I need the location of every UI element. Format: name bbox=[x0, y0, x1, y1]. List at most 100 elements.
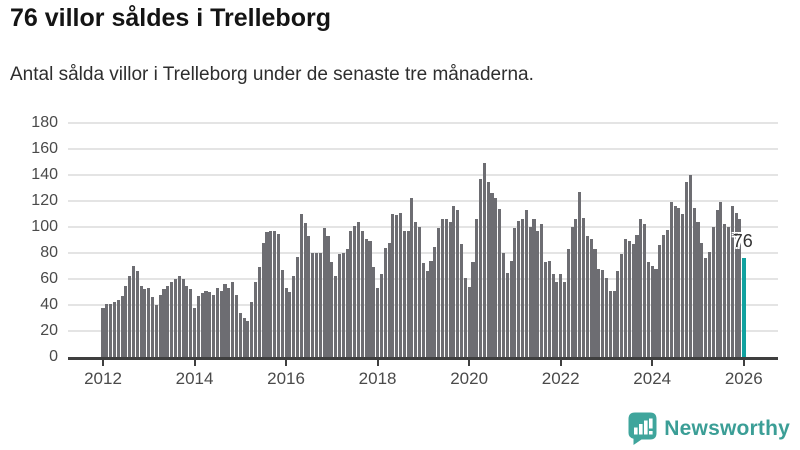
bar bbox=[475, 219, 479, 357]
bar bbox=[612, 290, 616, 357]
bar bbox=[147, 288, 151, 357]
bar bbox=[456, 210, 460, 357]
bar bbox=[238, 312, 242, 357]
x-tick-label: 2014 bbox=[175, 369, 214, 388]
bar bbox=[212, 294, 216, 357]
bar bbox=[665, 229, 670, 357]
bar bbox=[315, 253, 319, 357]
y-tick-label: 160 bbox=[31, 140, 58, 157]
bar bbox=[726, 227, 731, 357]
bar bbox=[402, 230, 406, 357]
gridline bbox=[68, 252, 778, 254]
bar bbox=[330, 262, 334, 357]
bar bbox=[490, 193, 494, 357]
brand-name: Newsworthy bbox=[664, 416, 790, 440]
bar bbox=[360, 230, 364, 357]
bar bbox=[303, 223, 307, 357]
bar bbox=[688, 175, 692, 357]
bar bbox=[597, 268, 601, 357]
x-tick-label: 2026 bbox=[724, 369, 763, 388]
x-axis-tick bbox=[102, 359, 104, 366]
bar bbox=[658, 245, 662, 357]
bar bbox=[543, 262, 547, 357]
x-axis-tick bbox=[651, 359, 654, 366]
bar bbox=[601, 269, 605, 357]
y-tick-label: 120 bbox=[31, 192, 58, 209]
bar bbox=[173, 279, 177, 357]
bar bbox=[356, 221, 361, 357]
bar bbox=[684, 181, 689, 357]
x-tick-label: 2024 bbox=[633, 369, 672, 388]
newsworthy-speech-bubble-bar-chart-icon bbox=[628, 412, 657, 445]
x-axis-tick bbox=[193, 359, 196, 366]
bar bbox=[448, 221, 452, 357]
bar bbox=[677, 207, 681, 357]
bar bbox=[116, 299, 120, 357]
bar bbox=[284, 288, 288, 357]
bar bbox=[135, 271, 139, 357]
bar bbox=[242, 318, 246, 357]
bar bbox=[288, 292, 292, 357]
y-tick-label: 0 bbox=[49, 348, 58, 365]
bar bbox=[669, 202, 673, 357]
highlight-bar bbox=[741, 258, 746, 357]
bar bbox=[345, 249, 349, 357]
y-tick-label: 20 bbox=[40, 322, 58, 339]
bar bbox=[128, 276, 132, 357]
bar bbox=[227, 288, 231, 357]
x-tick-label: 2020 bbox=[450, 369, 489, 388]
bar bbox=[673, 206, 677, 357]
x-axis-line bbox=[68, 357, 778, 360]
bar bbox=[410, 198, 414, 357]
bar bbox=[406, 230, 410, 357]
bar bbox=[395, 215, 399, 357]
bar bbox=[322, 228, 326, 357]
bar bbox=[166, 285, 170, 357]
bar bbox=[616, 271, 620, 357]
y-tick-label: 60 bbox=[40, 270, 58, 287]
bar bbox=[177, 276, 181, 357]
bar bbox=[120, 295, 124, 357]
bar bbox=[532, 219, 536, 357]
bar bbox=[299, 214, 303, 357]
bar bbox=[719, 202, 723, 357]
bar bbox=[200, 293, 204, 357]
bar bbox=[692, 207, 696, 357]
bar bbox=[295, 256, 300, 357]
bar bbox=[292, 276, 296, 357]
bar bbox=[414, 221, 418, 357]
bar bbox=[547, 260, 551, 357]
bar bbox=[681, 214, 685, 357]
gridline bbox=[68, 200, 778, 202]
bar bbox=[379, 273, 383, 357]
y-tick-label: 140 bbox=[31, 166, 58, 183]
bar bbox=[631, 243, 635, 357]
bar bbox=[524, 210, 528, 357]
bar bbox=[112, 302, 116, 357]
x-axis-tick bbox=[285, 359, 288, 366]
bar bbox=[562, 281, 567, 357]
bar bbox=[608, 290, 612, 357]
bar bbox=[494, 198, 498, 357]
bar bbox=[334, 276, 338, 357]
bar bbox=[425, 271, 429, 357]
bar bbox=[639, 219, 643, 357]
bar bbox=[433, 246, 437, 357]
bar bbox=[105, 303, 109, 357]
bar bbox=[341, 253, 345, 357]
bar bbox=[696, 221, 700, 357]
bar bbox=[582, 217, 586, 357]
bar bbox=[124, 285, 128, 357]
bar bbox=[700, 242, 704, 357]
gridline bbox=[68, 226, 778, 228]
bar bbox=[623, 238, 628, 357]
y-tick-label: 40 bbox=[40, 296, 58, 313]
bar bbox=[326, 236, 330, 357]
bar bbox=[250, 302, 254, 357]
bar bbox=[280, 269, 284, 357]
bar bbox=[444, 219, 448, 357]
gridline bbox=[68, 122, 778, 124]
bar bbox=[551, 273, 555, 357]
bar bbox=[223, 284, 227, 357]
bar bbox=[540, 224, 544, 357]
